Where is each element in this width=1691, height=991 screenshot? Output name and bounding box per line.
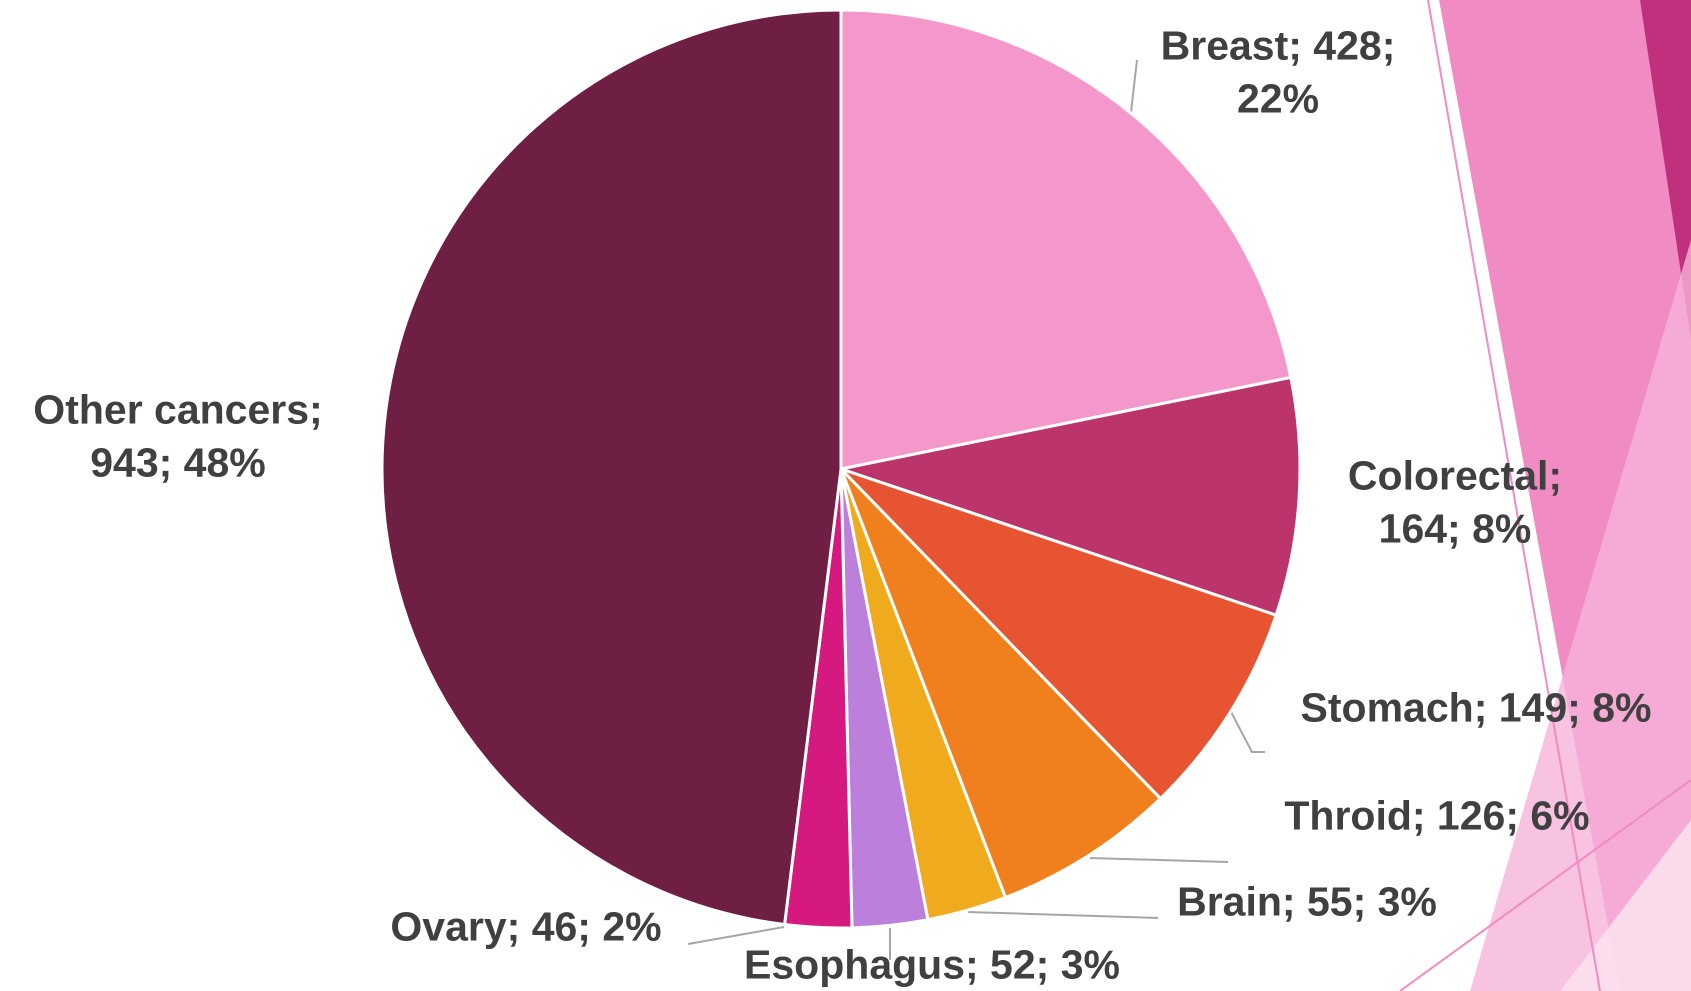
pie-slice — [839, 467, 1163, 900]
pie-slice — [835, 375, 1302, 618]
leader-lines — [687, 59, 1265, 960]
pie-slice — [839, 467, 1279, 801]
leader-line — [967, 911, 1159, 919]
data-label: Breast; 428; 22% — [1160, 22, 1396, 122]
data-label: Brain; 55; 3% — [1177, 878, 1437, 925]
pie-slice — [839, 8, 1293, 471]
leader-line — [1229, 709, 1265, 753]
leader-line — [1130, 59, 1138, 113]
decoration — [1399, 0, 1691, 991]
data-label: Other cancers; 943; 48% — [33, 386, 323, 486]
pie — [380, 8, 1302, 930]
decor-line — [1399, 779, 1691, 991]
data-label: Ovary; 46; 2% — [390, 903, 662, 950]
decor-shape — [1470, 240, 1691, 991]
data-label: Stomach; 149; 8% — [1300, 684, 1652, 731]
data-label: Throid; 126; 6% — [1284, 792, 1590, 839]
decor-shape — [1640, 0, 1691, 340]
decor-line — [1427, 0, 1601, 991]
leader-line — [687, 926, 785, 945]
data-label: Colorectal; 164; 8% — [1347, 452, 1563, 552]
pie-slice — [380, 8, 843, 927]
leader-line — [1089, 857, 1229, 863]
data-label: Esophagus; 52; 3% — [744, 941, 1120, 988]
